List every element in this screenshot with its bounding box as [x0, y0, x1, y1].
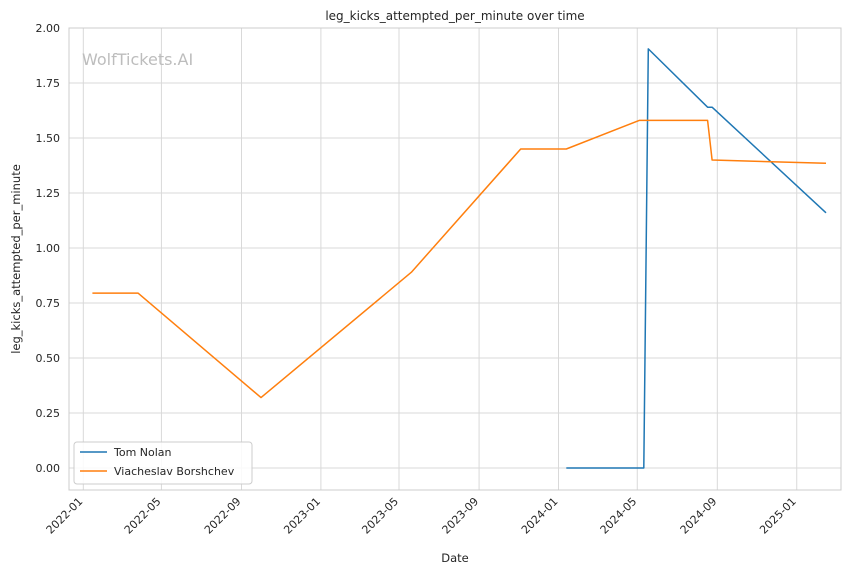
y-axis-title: leg_kicks_attempted_per_minute [9, 164, 23, 354]
legend-label-viacheslav-borshchev: Viacheslav Borshchev [114, 465, 235, 478]
y-tick-label: 0.75 [36, 297, 61, 310]
y-tick-label: 2.00 [36, 22, 61, 35]
y-tick-label: 1.25 [36, 187, 61, 200]
plot-background [69, 28, 841, 490]
series-lines [92, 48, 827, 469]
y-tick-label: 0.50 [36, 352, 61, 365]
y-axis-ticks: 0.00 0.25 0.50 0.75 1.00 1.25 1.50 1.75 2.00 [36, 22, 61, 475]
y-tick-label: 0.00 [36, 462, 61, 475]
legend-box [73, 441, 253, 485]
legend: Tom Nolan Viacheslav Borshchev [73, 441, 253, 485]
chart-title: leg_kicks_attempted_per_minute over time [325, 9, 584, 23]
x-axis-title: Date [441, 551, 469, 565]
y-tick-label: 1.00 [36, 242, 61, 255]
plot-frame [68, 27, 842, 491]
legend-label-tom-nolan: Tom Nolan [113, 446, 172, 459]
y-tick-label: 1.50 [36, 132, 61, 145]
y-tick-label: 0.25 [36, 407, 61, 420]
y-tick-label: 1.75 [36, 77, 61, 90]
series-line-tom-nolan [566, 48, 827, 469]
series-line-viacheslav-borshchev [92, 119, 827, 399]
watermark-text: WolfTickets.AI [82, 50, 193, 69]
plot-area [68, 27, 842, 491]
